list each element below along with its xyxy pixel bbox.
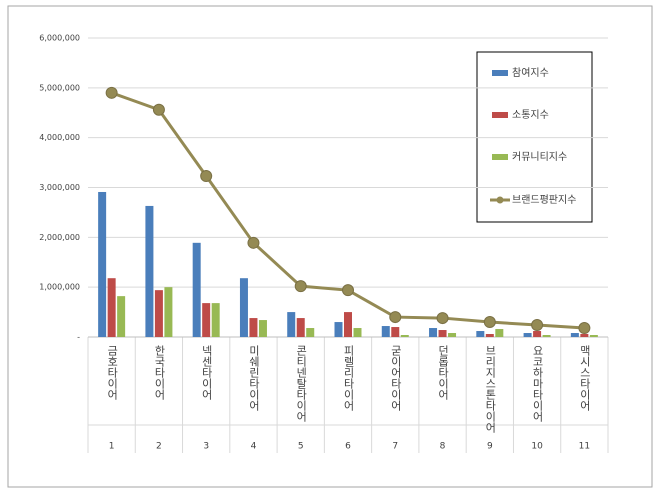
bar [211,303,220,337]
x-tick-label: 한국타이어 [153,345,166,401]
rank-label: 5 [298,442,304,452]
legend-label: 참여지수 [512,67,549,79]
bar [589,335,598,337]
x-tick-label: 요코하마타이어 [531,345,544,423]
rank-label: 1 [109,442,115,452]
x-tick-label: 굳이어타이어 [389,345,402,412]
rank-label: 7 [392,442,398,452]
bar [570,333,579,337]
bar [296,318,305,337]
x-tick-label: 미쉐린타이어 [247,345,260,412]
line-marker [105,86,118,99]
y-tick-label: 5,000,000 [39,83,80,92]
bar [381,326,390,337]
line-marker [200,170,213,183]
legend-label: 브랜드평판지수 [512,194,576,206]
bar [485,334,494,337]
x-tick-label: 피렐리타이어 [342,345,355,412]
bar [448,333,457,337]
bar [98,191,107,337]
y-tick-label: 1,000,000 [39,283,80,292]
legend-marker [496,196,504,204]
bar [164,287,173,337]
y-tick-label: 2,000,000 [39,233,80,242]
rank-label: 2 [156,442,162,452]
line-marker [294,280,307,293]
x-tick-label: 던롭타이어 [437,345,450,401]
legend-label: 커뮤니티지수 [512,151,567,163]
bar [306,328,315,337]
bar [117,296,126,337]
bar [107,278,116,337]
legend-swatch [492,154,508,160]
rank-label: 8 [440,442,446,452]
rank-label: 10 [531,442,543,452]
bar [429,328,438,337]
bar [249,318,258,337]
rank-label: 4 [251,442,257,452]
bar [154,290,163,337]
legend-label: 소통지수 [512,109,549,121]
line-marker [578,322,591,335]
x-tick-label: 브리지스톤타이어 [484,345,497,434]
legend-box [476,51,593,223]
rank-label: 3 [203,442,209,452]
bar [344,312,352,337]
x-tick-label: 콘티넨탈타이어 [295,345,308,423]
bar [523,333,532,337]
bar [353,328,362,337]
bar [495,329,504,337]
line-marker [342,284,354,297]
bar [476,331,485,337]
x-tick-label: 금호타이어 [106,345,119,401]
bar [533,331,542,337]
line-marker [436,312,449,325]
y-tick-label: 4,000,000 [39,133,80,142]
bar [391,327,400,337]
legend-swatch [492,70,508,76]
bar [202,303,211,337]
legend-swatch [492,112,508,118]
y-tick-label: 3,000,000 [39,183,80,192]
bar [438,330,447,337]
bar [287,312,296,337]
rank-label: 9 [487,442,493,452]
line-marker [483,316,496,329]
y-tick-label: - [77,333,80,342]
bar [145,205,154,337]
rank-label: 6 [345,442,351,452]
line-marker [247,236,260,249]
bar [580,334,589,337]
y-tick-label: 6,000,000 [39,34,80,43]
line-marker [389,311,402,324]
bar [192,242,201,337]
line-marker [152,103,165,116]
bar [334,322,343,337]
bar [239,278,248,337]
bar [258,320,267,337]
bar [542,335,551,337]
x-tick-label: 넥센타이어 [200,345,213,401]
line-marker [531,319,544,332]
bar [400,335,409,337]
x-tick-label: 맥시스타이어 [578,345,591,412]
rank-label: 11 [579,442,590,452]
